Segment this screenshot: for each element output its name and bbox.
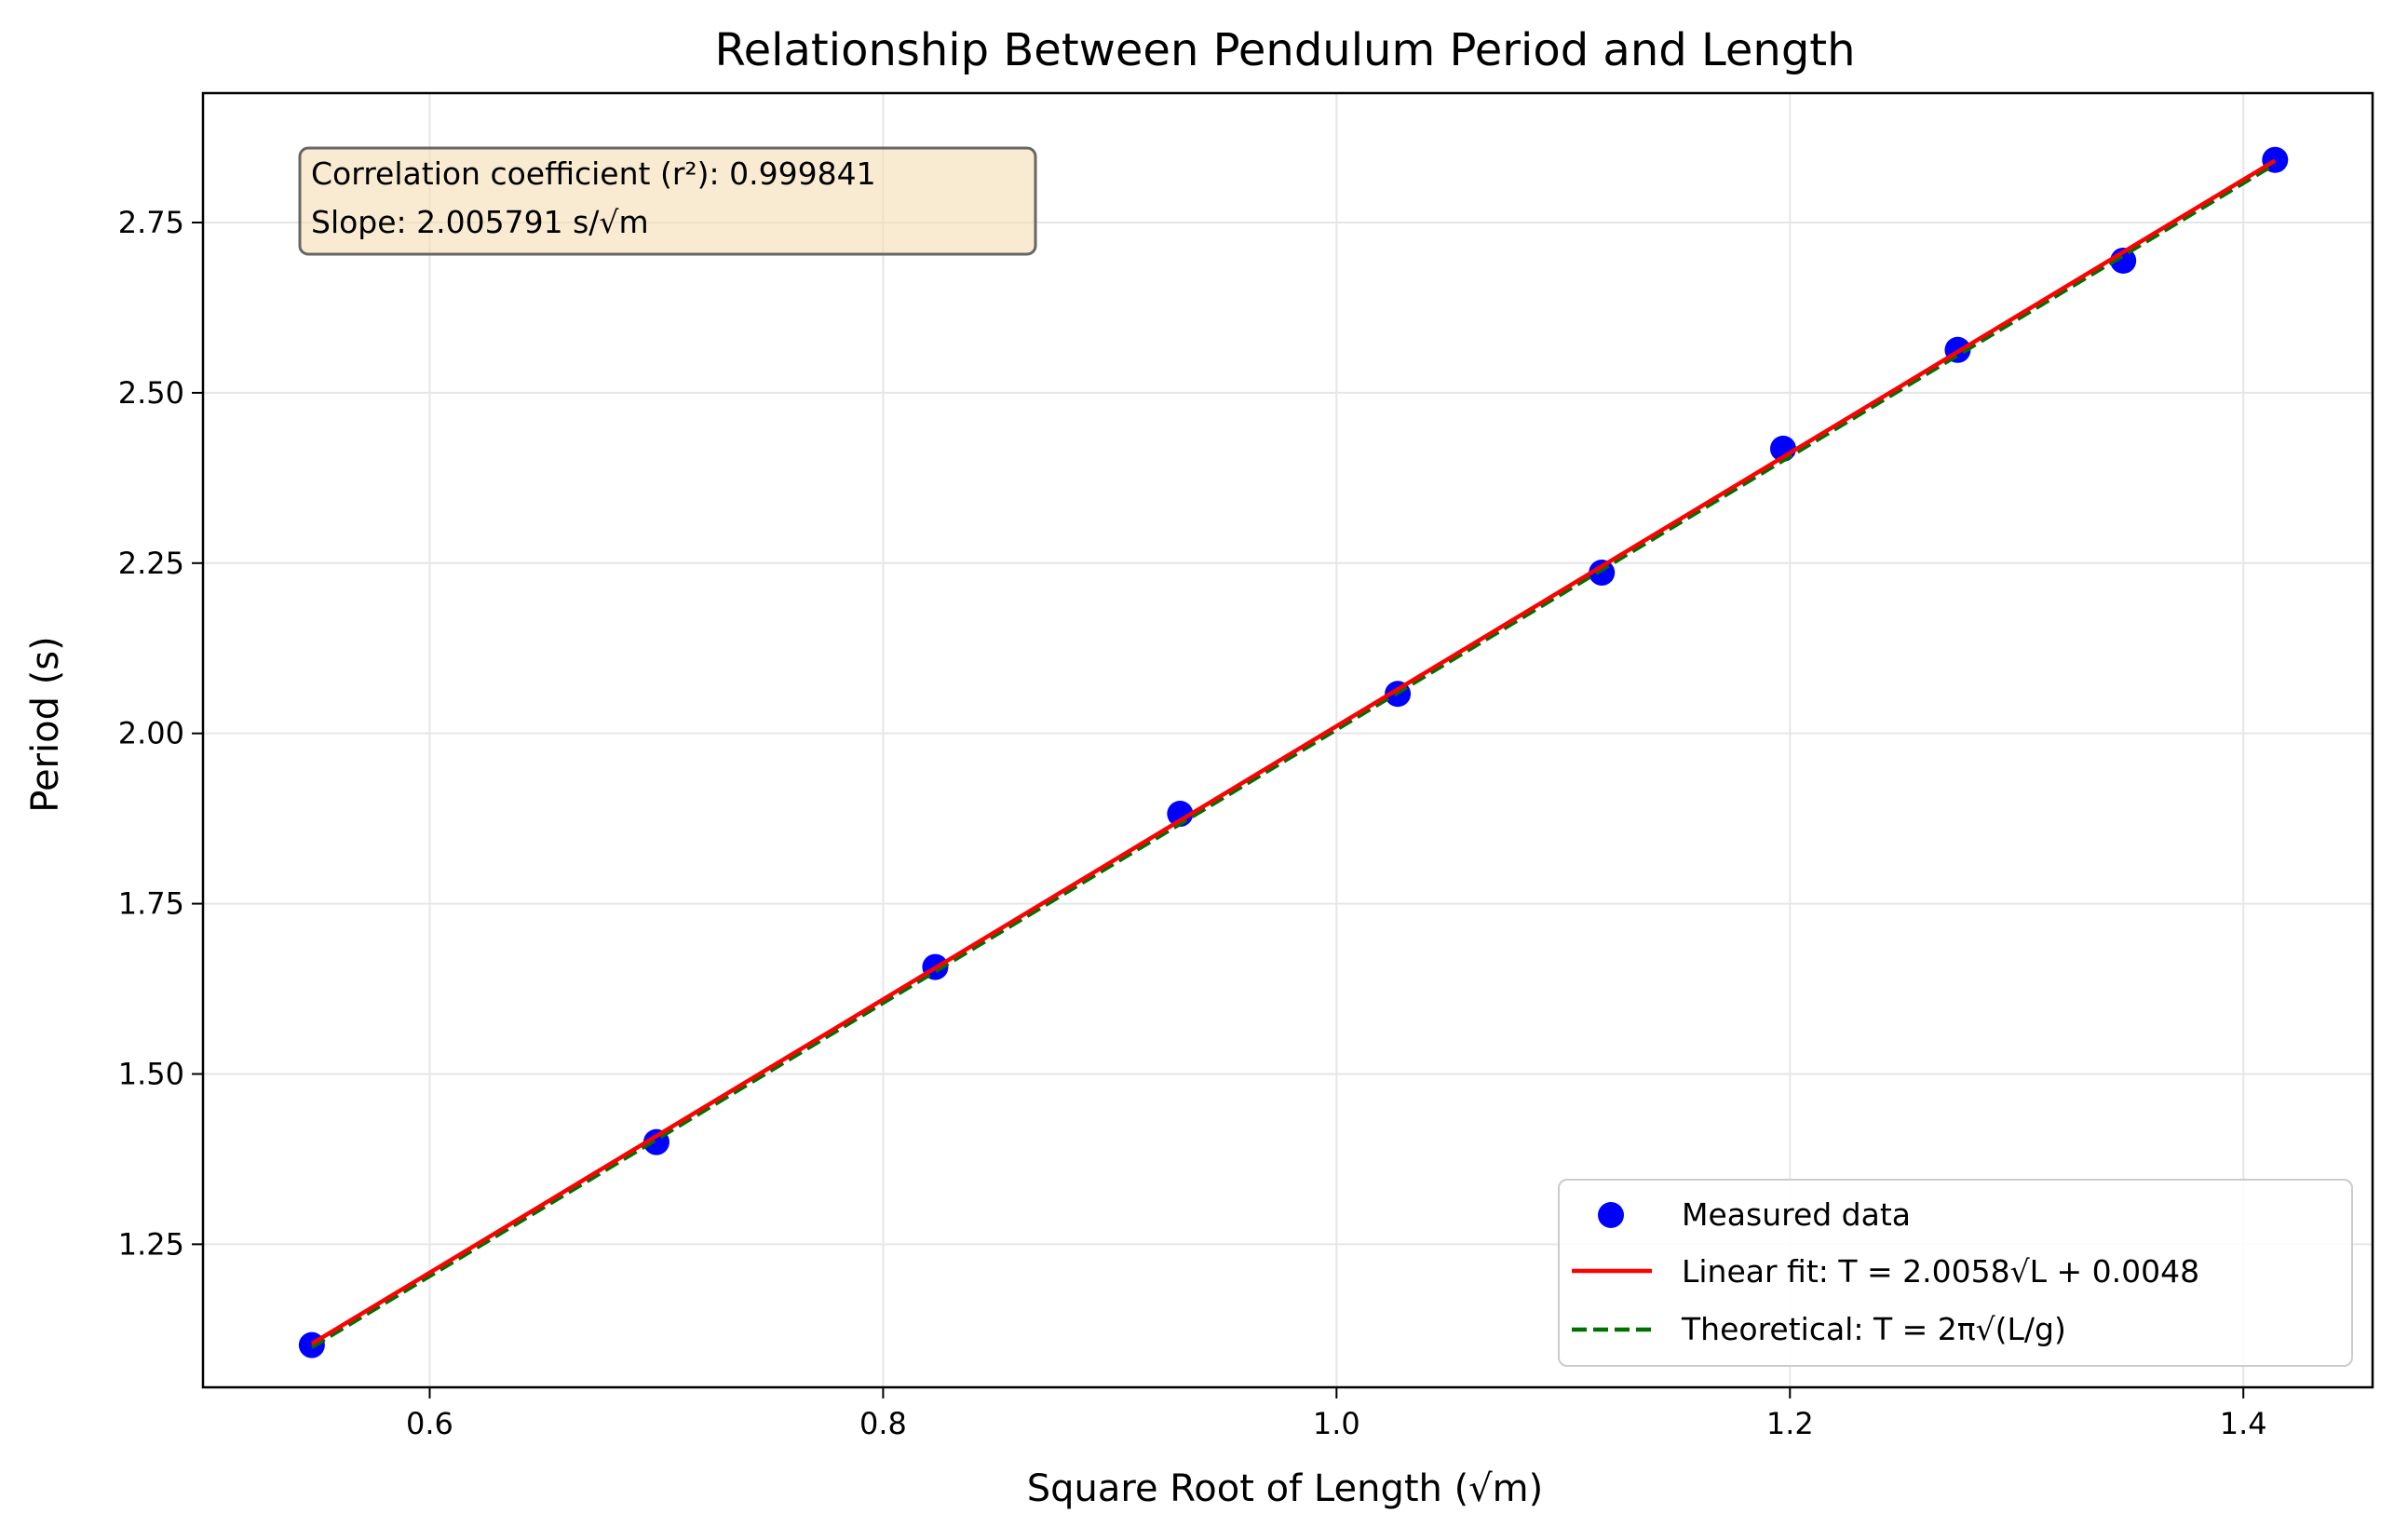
legend-label-theoretical: Theoretical: T = 2π√(L/g) (1681, 1311, 2066, 1347)
y-tick-label: 2.75 (118, 205, 184, 240)
legend-label-measured: Measured data (1682, 1196, 1911, 1233)
legend-frame (1558, 1179, 2353, 1367)
legend-label-linear-fit: Linear fit: T = 2.0058√L + 0.0048 (1682, 1253, 2199, 1290)
annotation-background (298, 146, 1037, 256)
y-tick-label: 1.25 (118, 1226, 184, 1262)
y-tick-label: 2.25 (118, 546, 184, 581)
legend-marker-measured (1598, 1202, 1624, 1228)
x-tick-label: 1.4 (2220, 1406, 2267, 1441)
x-tick-label: 0.6 (406, 1406, 453, 1441)
axis-ticks: 0.6 0.8 1.0 1.2 1.4 1.25 1.50 1.75 2.00 2.25 2.50 2… (118, 205, 2267, 1441)
annotation-line-1: Correlation coefficient (r²): 0.999841 (311, 155, 876, 192)
plot-series (298, 146, 2289, 1358)
stats-annotation: Correlation coefficient (r²): 0.999841 S… (298, 146, 1037, 256)
x-tick-label: 1.0 (1313, 1406, 1360, 1441)
linear-fit-line (310, 158, 2277, 1346)
y-tick-label: 2.00 (118, 716, 184, 751)
y-tick-label: 2.50 (118, 375, 184, 411)
annotation-line-2: Slope: 2.005791 s/√m (311, 204, 649, 240)
theoretical-line (310, 162, 2277, 1349)
y-axis-title: Period (s) (24, 636, 67, 813)
chart-title: Relationship Between Pendulum Period and… (714, 24, 1855, 76)
plot-frame (201, 91, 2374, 1389)
x-tick-label: 1.2 (1766, 1406, 1814, 1441)
y-tick-label: 1.50 (118, 1056, 184, 1091)
x-tick-label: 0.8 (859, 1406, 907, 1441)
y-tick-label: 1.75 (118, 886, 184, 922)
legend: Measured data Linear fit: T = 2.0058√L +… (1558, 1179, 2353, 1367)
x-axis-title: Square Root of Length (√m) (1027, 1467, 1544, 1510)
